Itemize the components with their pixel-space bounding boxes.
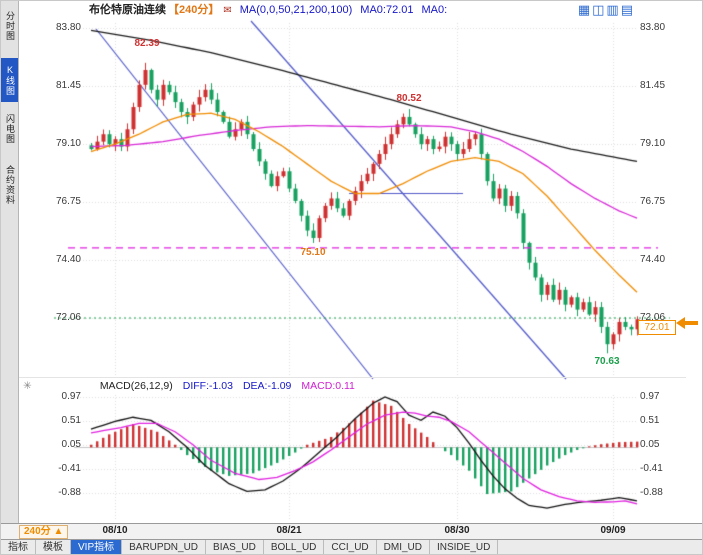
x-date-label: 08/10 [102,525,128,536]
y-tick-left: 76.75 [55,196,81,207]
grid-layout-icon[interactable]: ▦ [577,2,591,17]
layout-icons: ▦ ◫ ▥ ▤ [578,2,633,18]
tab-boll-ud[interactable]: BOLL_UD [264,540,325,554]
sidebar-item-time-chart[interactable]: 分时图 [5,11,15,41]
y-tick-left: 74.40 [55,254,81,265]
tab-templates[interactable]: 模板 [36,540,71,554]
sidebar-item-kline-chart[interactable]: K线图 [1,58,18,102]
mail-icon[interactable]: ✉ [223,5,232,16]
y-tick-right: 83.80 [640,22,666,33]
annotation-high-2: 80.52 [396,93,422,104]
y-tick-left: 83.80 [55,22,81,33]
diff-value-label: DIFF:-1.03 [182,380,233,392]
chevron-up-icon: ▲ [53,526,64,537]
candlestick-chart-canvas[interactable] [18,19,686,383]
sidebar-item-contract-info[interactable]: 合约资料 [5,165,15,205]
ma0-extra-label: MA0: [421,4,448,16]
tab-inside-ud[interactable]: INSIDE_UD [430,540,499,554]
y-tick-left: 79.10 [55,138,81,149]
split-vertical-icon[interactable]: ◫ [592,2,605,17]
tab-dmi-ud[interactable]: DMI_UD [377,540,430,554]
panel-divider [19,377,686,378]
macd-value-label: MACD:0.11 [301,380,355,392]
macd-y-tick-left: -0.88 [58,487,81,498]
tab-barupdn-ud[interactable]: BARUPDN_UD [122,540,207,554]
tab-indicators[interactable]: 指标 [1,540,36,554]
macd-y-tick-right: -0.41 [640,463,663,474]
x-axis-bar: 240分 ▲ 08/10 08/21 08/30 09/09 [1,523,702,539]
macd-y-tick-left: -0.41 [58,463,81,474]
tab-vip-indicators[interactable]: VIP指标 [71,540,123,554]
x-date-label: 09/09 [600,525,626,536]
macd-y-tick-right: 0.05 [640,439,660,450]
macd-title: MACD(26,12,9) [99,380,173,392]
y-tick-right: 72.06 [640,312,666,323]
dea-value-label: DEA:-1.09 [242,380,292,392]
tab-cci-ud[interactable]: CCI_UD [324,540,377,554]
macd-chart-canvas[interactable] [18,393,686,523]
macd-y-tick-left: 0.05 [61,439,81,450]
annotation-high-1: 82.39 [134,38,160,49]
split-horizontal-icon[interactable]: ▥ [606,2,619,17]
sidebar-item-lightning-chart[interactable]: 闪电图 [5,114,15,144]
single-panel-icon[interactable]: ▤ [620,2,633,17]
y-tick-left: 72.06 [55,312,81,323]
indicator-tabbar: 指标 模板 VIP指标 BARUPDN_UD BIAS_UD BOLL_UD C… [1,539,702,554]
annotation-low-mid: 75.10 [300,247,326,258]
macd-y-tick-right: 0.97 [640,391,660,402]
y-tick-right: 74.40 [640,254,666,265]
ma-params-label: MA(0,0,50,21,200,100) [239,4,353,16]
tab-bias-ud[interactable]: BIAS_UD [206,540,264,554]
symbol-title: 布伦特原油连续 [89,4,166,16]
period-label: 【240分】 [168,4,220,16]
chart-header: 布伦特原油连续 【240分】 ✉ MA(0,0,50,21,200,100) MA0:7… [19,1,702,19]
macd-y-tick-right: 0.51 [640,415,660,426]
x-date-label: 08/21 [276,525,302,536]
macd-header: ✳ MACD(26,12,9) DIFF:-1.03 DEA:-1.09 MACD:0.… [19,379,355,393]
annotation-low-end: 70.63 [594,356,620,367]
current-price-arrow-icon [676,317,698,329]
y-tick-right: 79.10 [640,138,666,149]
y-tick-left: 81.45 [55,80,81,91]
macd-y-tick-left: 0.97 [61,391,81,402]
indicator-settings-icon[interactable]: ✳ [23,380,32,392]
period-selector-button[interactable]: 240分 ▲ [19,525,69,539]
x-date-label: 08/30 [444,525,470,536]
macd-y-tick-left: 0.51 [61,415,81,426]
chart-type-sidebar: 分时图 K线图 闪电图 合约资料 [1,1,19,523]
ma0-value-label: MA0:72.01 [360,4,414,16]
y-tick-right: 81.45 [640,80,666,91]
macd-y-tick-right: -0.88 [640,487,663,498]
current-price-tag: 72.01 [638,320,676,335]
y-tick-right: 76.75 [640,196,666,207]
